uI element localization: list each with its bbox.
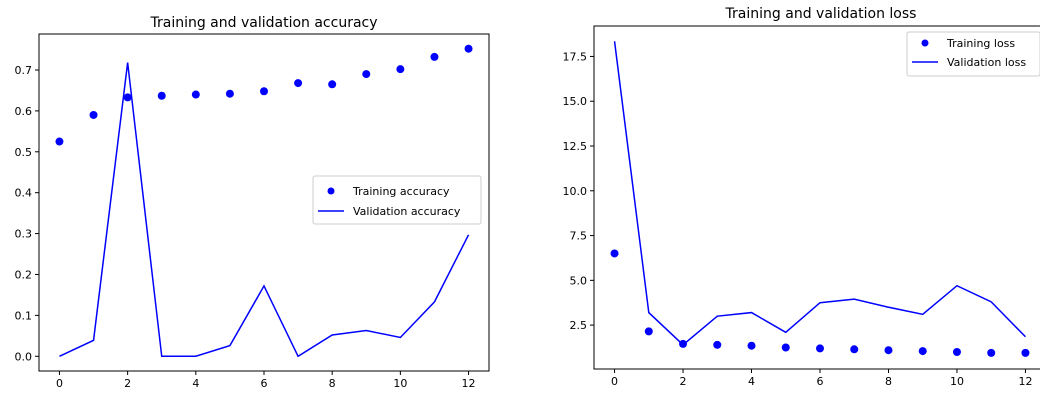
- accuracy-y-tick-label: 0.6: [15, 105, 33, 118]
- accuracy-point-training: [89, 110, 98, 119]
- loss-y-tick-label: 7.5: [570, 230, 588, 243]
- accuracy-series-line-validation: [59, 62, 470, 358]
- loss-plot-area: 0 2 4 6 8 10 12 2.5 5.0 7.5 10.0 12.5 15.0 17.5: [563, 25, 1040, 388]
- loss-legend-frame: [906, 31, 1040, 77]
- loss-axes-frame: [593, 25, 1040, 370]
- accuracy-x-tick-label: 4: [192, 377, 199, 390]
- accuracy-legend-label-training: Training accuracy: [352, 185, 450, 198]
- accuracy-point-training: [328, 80, 337, 89]
- loss-y-tick-label: 2.5: [570, 319, 588, 332]
- loss-legend: Training loss Validation loss: [906, 31, 1040, 77]
- accuracy-point-training: [430, 52, 439, 61]
- loss-x-tick-label: 8: [885, 375, 892, 388]
- accuracy-y-tick-label: 0.3: [15, 228, 33, 241]
- loss-point-training: [884, 346, 893, 355]
- loss-point-training: [952, 347, 961, 356]
- loss-point-training: [610, 249, 619, 258]
- accuracy-chart-title: Training and validation accuracy: [149, 15, 377, 31]
- loss-point-training: [713, 340, 722, 349]
- loss-y-tick-label: 12.5: [563, 140, 588, 153]
- accuracy-point-training: [157, 91, 166, 100]
- loss-y-tick-label: 10.0: [563, 185, 588, 198]
- loss-x-tick-label: 12: [1018, 375, 1032, 388]
- accuracy-legend-frame: [312, 175, 482, 225]
- loss-y-tick-label: 5.0: [570, 274, 588, 287]
- accuracy-x-tick-label: 0: [56, 377, 63, 390]
- accuracy-x-tick-label: 12: [462, 377, 476, 390]
- loss-x-tick-label: 6: [817, 375, 824, 388]
- accuracy-point-training: [191, 90, 200, 99]
- accuracy-point-training: [260, 87, 268, 96]
- loss-legend-label-training: Training loss: [946, 37, 1015, 50]
- loss-point-training: [816, 344, 824, 353]
- loss-legend-label-validation: Validation loss: [947, 56, 1026, 69]
- loss-point-training: [644, 327, 653, 336]
- loss-x-tick-label: 4: [748, 375, 755, 388]
- accuracy-x-tick-label: 8: [329, 377, 336, 390]
- accuracy-point-training: [362, 70, 371, 79]
- loss-series-line-validation: [613, 41, 1026, 346]
- loss-y-tick-label: 15.0: [563, 95, 588, 108]
- loss-point-training: [918, 347, 927, 356]
- loss-y-tick-label: 17.5: [563, 50, 588, 63]
- accuracy-point-training: [396, 65, 405, 74]
- accuracy-chart: Training and validation accuracy 0 2 4 6 8 10…: [15, 15, 490, 390]
- loss-point-training: [747, 341, 756, 350]
- loss-point-training: [781, 343, 790, 352]
- accuracy-y-tick-label: 0.5: [15, 146, 33, 159]
- accuracy-y-tick-label: 0.0: [15, 350, 33, 363]
- loss-chart: Training and validation loss 0 2 4 6 8 10 12 2.…: [563, 6, 1040, 388]
- loss-chart-title: Training and validation loss: [725, 6, 917, 22]
- loss-point-training: [987, 348, 996, 357]
- accuracy-y-tick-label: 0.7: [15, 64, 33, 77]
- accuracy-legend-marker-training: [327, 187, 335, 195]
- accuracy-point-training: [464, 44, 473, 53]
- accuracy-y-tick-label: 0.1: [15, 309, 33, 322]
- accuracy-x-tick-label: 2: [124, 377, 131, 390]
- loss-x-tick-label: 2: [680, 375, 687, 388]
- accuracy-point-training: [123, 93, 132, 102]
- loss-legend-marker-training: [921, 39, 929, 47]
- accuracy-point-training: [55, 137, 64, 146]
- accuracy-legend-label-validation: Validation accuracy: [353, 205, 461, 218]
- accuracy-x-tick-label: 10: [393, 377, 407, 390]
- loss-point-training: [1021, 348, 1030, 357]
- accuracy-point-training: [294, 79, 303, 88]
- loss-x-tick-label: 0: [611, 375, 618, 388]
- accuracy-plot-area: 0 2 4 6 8 10 12 0.0 0.1 0.2 0.3 0.4 0.5 0.6 0.7: [15, 33, 490, 390]
- accuracy-x-tick-label: 6: [261, 377, 268, 390]
- loss-point-training: [850, 345, 859, 354]
- accuracy-y-tick-label: 0.2: [15, 268, 33, 281]
- accuracy-y-tick-label: 0.4: [15, 187, 33, 200]
- accuracy-legend: Training accuracy Validation accuracy: [312, 175, 482, 225]
- accuracy-point-training: [225, 89, 234, 98]
- loss-x-tick-label: 10: [950, 375, 964, 388]
